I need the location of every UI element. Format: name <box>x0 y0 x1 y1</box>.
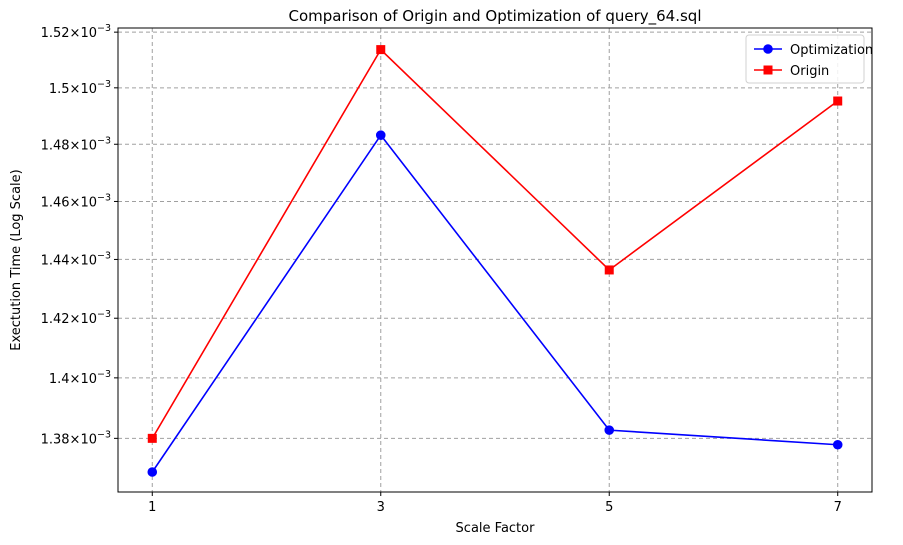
series-origin <box>148 46 841 443</box>
y-tick-multiplier: ×10 <box>70 372 97 387</box>
y-axis: 1.38×10−31.4×10−31.42×10−31.44×10−31.46×… <box>41 23 118 447</box>
y-tick-multiplier: ×10 <box>70 253 97 268</box>
series-line <box>152 135 837 472</box>
plot-frame <box>118 28 872 492</box>
x-tick-label: 7 <box>834 500 842 515</box>
y-tick-mantissa: 1.46 <box>41 195 70 210</box>
y-tick-mantissa: 1.48 <box>41 138 70 153</box>
y-tick-exponent: −3 <box>97 369 111 380</box>
y-tick-label: 1.52×10−3 <box>41 23 111 41</box>
series-layer <box>148 46 842 477</box>
series-line <box>152 50 837 439</box>
x-tick-label: 5 <box>605 500 613 515</box>
data-point <box>834 97 842 105</box>
y-tick-multiplier: ×10 <box>70 26 97 41</box>
grid <box>118 28 872 492</box>
data-point <box>605 426 614 435</box>
y-tick-mantissa: 1.44 <box>41 253 70 268</box>
legend-label: Origin <box>790 64 829 79</box>
chart-title: Comparison of Origin and Optimization of… <box>288 7 701 26</box>
data-point <box>377 46 385 54</box>
data-point <box>148 434 156 442</box>
y-tick-exponent: −3 <box>97 192 111 203</box>
legend-label: Optimization <box>790 43 873 58</box>
y-tick-mantissa: 1.38 <box>41 432 70 447</box>
y-tick-multiplier: ×10 <box>70 138 97 153</box>
data-point <box>376 131 385 140</box>
x-axis-label: Scale Factor <box>456 521 536 536</box>
y-tick-exponent: −3 <box>97 23 111 34</box>
legend: Optimization Origin <box>746 35 873 83</box>
y-tick-label: 1.4×10−3 <box>49 369 111 387</box>
y-tick-exponent: −3 <box>97 429 111 440</box>
y-tick-multiplier: ×10 <box>70 312 97 327</box>
legend-marker <box>764 66 772 74</box>
y-tick-label: 1.44×10−3 <box>41 250 111 268</box>
x-tick-label: 1 <box>148 500 156 515</box>
y-tick-exponent: −3 <box>97 135 111 146</box>
series-optimization <box>148 131 842 476</box>
y-tick-exponent: −3 <box>97 79 111 90</box>
y-tick-mantissa: 1.5 <box>49 82 70 97</box>
y-tick-label: 1.5×10−3 <box>49 79 111 97</box>
y-tick-mantissa: 1.52 <box>41 26 70 41</box>
y-tick-label: 1.42×10−3 <box>41 309 111 327</box>
y-tick-mantissa: 1.4 <box>49 372 70 387</box>
legend-marker <box>764 45 773 54</box>
y-tick-label: 1.38×10−3 <box>41 429 111 447</box>
y-axis-label: Exectution Time (Log Scale) <box>9 169 24 350</box>
data-point <box>833 440 842 449</box>
y-tick-multiplier: ×10 <box>70 82 97 97</box>
y-tick-exponent: −3 <box>97 250 111 261</box>
data-point <box>605 266 613 274</box>
y-tick-exponent: −3 <box>97 309 111 320</box>
y-tick-label: 1.46×10−3 <box>41 192 111 210</box>
y-tick-label: 1.48×10−3 <box>41 135 111 153</box>
data-point <box>148 468 157 477</box>
y-tick-multiplier: ×10 <box>70 432 97 447</box>
y-tick-multiplier: ×10 <box>70 195 97 210</box>
x-tick-label: 3 <box>377 500 385 515</box>
y-tick-mantissa: 1.42 <box>41 312 70 327</box>
x-axis: 1 3 5 7 <box>148 492 842 515</box>
